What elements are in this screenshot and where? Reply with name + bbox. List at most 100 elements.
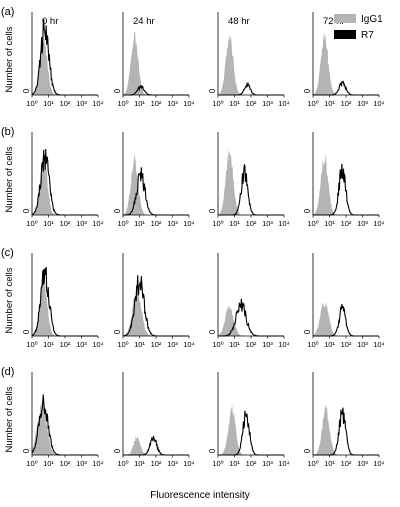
x-tick-label: 10⁴ [183, 459, 195, 468]
x-tick-label: 10⁴ [92, 459, 104, 468]
x-tick-label: 10² [341, 99, 352, 108]
x-tick-label: 10³ [357, 99, 368, 108]
x-tick-label: 10² [60, 459, 71, 468]
column-title: 24 hr [133, 16, 155, 27]
histogram-igg1 [123, 285, 189, 336]
column-title: 0 hr [42, 16, 58, 27]
x-tick-label: 10⁰ [117, 459, 128, 468]
x-tick-label: 10³ [357, 459, 368, 468]
y-tick-label: 0 [113, 88, 122, 93]
x-tick-label: 10³ [167, 219, 178, 228]
x-tick-label: 10³ [76, 340, 87, 349]
histogram-igg1 [123, 435, 189, 455]
x-tick-label: 10¹ [134, 219, 145, 228]
x-tick-label: 10¹ [229, 340, 240, 349]
y-tick-label: 0 [303, 208, 312, 213]
x-tick-label: 10² [246, 340, 257, 349]
x-tick-label: 10³ [262, 459, 273, 468]
y-axis-label: Number of cells [4, 267, 15, 333]
x-tick-label: 10² [341, 459, 352, 468]
x-tick-label: 10⁴ [278, 340, 290, 349]
legend: IgG1 R7 [334, 14, 383, 41]
x-tick-label: 10⁰ [117, 99, 128, 108]
x-tick-label: 10¹ [43, 99, 54, 108]
x-tick-label: 10³ [262, 340, 273, 349]
x-tick-label: 10⁰ [26, 219, 37, 228]
x-tick-label: 10¹ [324, 340, 335, 349]
y-tick-label: 0 [113, 208, 122, 213]
x-tick-label: 10⁰ [212, 459, 223, 468]
x-tick-label: 10³ [76, 99, 87, 108]
legend-swatch-r7 [334, 30, 356, 39]
x-tick-label: 10³ [167, 340, 178, 349]
histogram-igg1 [218, 35, 284, 95]
x-tick-label: 10⁴ [373, 99, 385, 108]
y-tick-label: 0 [303, 88, 312, 93]
y-axis-label: Number of cells [4, 386, 15, 452]
x-tick-label: 10¹ [43, 219, 54, 228]
x-tick-label: 10¹ [229, 99, 240, 108]
y-tick-label: 0 [22, 329, 31, 334]
x-axis-label: Fluorescence intensity [150, 490, 250, 501]
y-tick-label: 0 [208, 329, 217, 334]
x-tick-label: 10² [60, 219, 71, 228]
x-tick-label: 10² [151, 340, 162, 349]
x-tick-label: 10³ [262, 219, 273, 228]
y-tick-label: 0 [22, 88, 31, 93]
x-tick-label: 10⁴ [183, 99, 195, 108]
x-tick-label: 10² [151, 99, 162, 108]
x-tick-label: 10² [60, 99, 71, 108]
histogram-igg1 [123, 30, 189, 95]
x-tick-label: 10⁰ [307, 340, 318, 349]
histogram-igg1 [218, 404, 284, 455]
x-tick-label: 10³ [76, 219, 87, 228]
column-title: 72 hr [323, 16, 345, 27]
histogram-igg1 [218, 305, 284, 336]
panel-label: (c) [1, 247, 14, 259]
x-tick-label: 10⁰ [26, 459, 37, 468]
x-tick-label: 10² [246, 99, 257, 108]
x-tick-label: 10¹ [324, 99, 335, 108]
legend-swatch-igg1 [334, 14, 356, 23]
x-tick-label: 10² [151, 219, 162, 228]
x-tick-label: 10⁴ [278, 99, 290, 108]
y-tick-label: 0 [208, 88, 217, 93]
x-tick-label: 10⁰ [212, 340, 223, 349]
x-tick-label: 10³ [262, 99, 273, 108]
x-tick-label: 10³ [167, 459, 178, 468]
column-title: 48 hr [228, 16, 250, 27]
histogram-igg1 [313, 31, 379, 95]
x-tick-label: 10¹ [324, 459, 335, 468]
panel-label: (a) [1, 6, 14, 18]
x-tick-label: 10⁴ [183, 219, 195, 228]
x-tick-label: 10⁴ [373, 340, 385, 349]
x-tick-label: 10⁰ [212, 219, 223, 228]
panel-label: (d) [1, 366, 14, 378]
x-tick-label: 10³ [167, 99, 178, 108]
histogram-igg1 [313, 153, 379, 215]
x-tick-label: 10¹ [229, 459, 240, 468]
y-tick-label: 0 [303, 329, 312, 334]
x-tick-label: 10⁰ [307, 219, 318, 228]
x-tick-label: 10⁰ [212, 99, 223, 108]
legend-label-igg1: IgG1 [361, 14, 383, 25]
x-tick-label: 10² [341, 219, 352, 228]
x-tick-label: 10¹ [134, 459, 145, 468]
histogram-igg1 [313, 302, 379, 336]
x-tick-label: 10⁰ [307, 459, 318, 468]
x-tick-label: 10⁴ [373, 219, 385, 228]
histogram-igg1 [32, 399, 98, 455]
histogram-igg1 [32, 152, 98, 215]
x-tick-label: 10⁴ [183, 340, 195, 349]
x-tick-label: 10¹ [43, 459, 54, 468]
histogram-igg1 [123, 154, 189, 215]
y-tick-label: 0 [113, 329, 122, 334]
x-tick-label: 10³ [76, 459, 87, 468]
histogram-igg1 [32, 271, 98, 336]
x-tick-label: 10⁴ [373, 459, 385, 468]
y-tick-label: 0 [208, 448, 217, 453]
histogram-igg1 [313, 404, 379, 455]
x-tick-label: 10⁰ [26, 340, 37, 349]
x-tick-label: 10⁰ [117, 219, 128, 228]
x-tick-label: 10¹ [229, 219, 240, 228]
